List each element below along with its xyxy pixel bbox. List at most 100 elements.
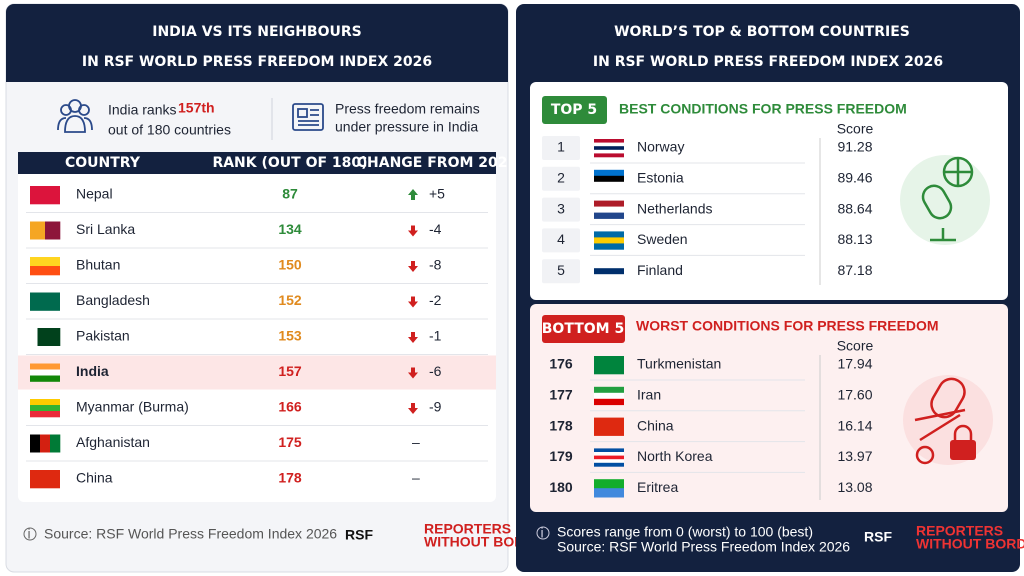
country: Myanmar (Burma) — [76, 399, 189, 415]
change: -9 — [429, 399, 442, 415]
country: Afghanistan — [76, 434, 150, 450]
country: Netherlands — [637, 200, 713, 216]
change: -4 — [429, 221, 442, 237]
score-label: Score — [837, 121, 874, 137]
flag-stripe — [30, 292, 60, 311]
country: China — [76, 470, 113, 486]
rank-box — [542, 228, 580, 253]
bottom-badge: BOTTOM 5 — [542, 321, 624, 337]
left-header — [6, 4, 508, 82]
footnote: Scores range from 0 (worst) to 100 (best… — [557, 524, 813, 540]
top-badge: TOP 5 — [551, 102, 597, 118]
logo-text: REPORTERS — [424, 521, 511, 537]
flag-stripe — [594, 146, 624, 151]
country: Sweden — [637, 231, 688, 247]
rank: 157 — [278, 363, 302, 379]
flag-stripe — [30, 405, 60, 412]
flag-stripe — [594, 268, 624, 275]
flag-stripe — [45, 221, 61, 240]
top-heading: BEST CONDITIONS FOR PRESS FREEDOM — [619, 101, 907, 117]
rank: 2 — [557, 170, 565, 186]
rank: 134 — [278, 221, 302, 237]
country: Finland — [637, 262, 683, 278]
flag-stripe — [594, 175, 624, 183]
down-arrow — [408, 367, 418, 379]
score: 89.46 — [837, 170, 872, 186]
country: Turkmenistan — [637, 356, 721, 372]
microphone-icon — [900, 155, 990, 245]
rank: 179 — [549, 448, 573, 464]
rank: 1 — [557, 139, 565, 155]
flag-stripe — [594, 200, 624, 207]
flag-stripe — [594, 142, 624, 147]
column-header: CHANGE FROM 2025 — [357, 155, 518, 171]
flag-stripe — [30, 434, 41, 453]
column-header: COUNTRY — [65, 155, 141, 171]
score: 87.18 — [837, 262, 872, 278]
india-rank: 157th — [178, 100, 215, 116]
flag-stripe — [594, 212, 624, 219]
flag-stripe — [594, 488, 624, 498]
rank: 87 — [282, 186, 298, 202]
chained-mic-icon — [903, 375, 993, 465]
flag-stripe — [594, 479, 624, 489]
score: 13.08 — [837, 479, 872, 495]
flag-stripe — [30, 369, 60, 376]
flag-stripe — [30, 186, 60, 205]
rank-box — [542, 197, 580, 222]
flag-stripe — [594, 153, 624, 158]
info-glyph: i — [28, 526, 31, 542]
bottom-card — [530, 304, 1008, 512]
note-line: Press freedom remains — [335, 101, 480, 117]
flag-stripe — [594, 169, 624, 177]
rank: 175 — [278, 434, 302, 450]
flag-stripe — [594, 398, 624, 406]
country: Bangladesh — [76, 292, 150, 308]
flag-stripe — [594, 206, 624, 213]
rank: 178 — [278, 470, 302, 486]
up-arrow — [408, 189, 418, 200]
flag-stripe — [594, 462, 624, 467]
table-header — [18, 152, 496, 174]
flag-stripe — [30, 221, 46, 240]
flag-stripe — [30, 266, 60, 276]
top-card — [530, 82, 1008, 300]
flag-stripe — [594, 386, 624, 394]
rank: 178 — [549, 417, 573, 433]
flag-stripe — [594, 417, 624, 436]
country: Iran — [637, 387, 661, 403]
flag-stripe — [594, 356, 624, 375]
change: -1 — [429, 328, 442, 344]
flag-stripe — [594, 149, 624, 154]
flag-stripe — [30, 399, 60, 406]
top-badge-bg — [542, 96, 607, 124]
rank: 153 — [278, 328, 302, 344]
score: 88.13 — [837, 231, 872, 247]
flag-stripe — [594, 392, 624, 400]
change: – — [412, 470, 420, 486]
column-header: RANK (OUT OF 180) — [212, 155, 367, 171]
down-arrow — [408, 296, 418, 308]
rank: 180 — [549, 479, 573, 495]
change: -8 — [429, 257, 442, 273]
flag-stripe — [594, 274, 624, 281]
flag-stripe — [594, 231, 624, 238]
flag-stripe — [30, 411, 60, 418]
down-arrow — [408, 261, 418, 272]
flag-stripe — [45, 328, 53, 346]
flag-stripe — [594, 181, 624, 189]
note-line: under pressure in India — [335, 119, 478, 135]
score: 16.14 — [837, 417, 872, 433]
flag-stripe — [594, 237, 624, 244]
flag-stripe — [30, 363, 60, 370]
score: 88.64 — [837, 200, 872, 216]
source: Source: RSF World Press Freedom Index 20… — [557, 539, 850, 555]
country: India — [76, 363, 109, 379]
score: 17.60 — [837, 387, 872, 403]
logo-mark: RSF — [864, 529, 892, 545]
rank-suffix: out of 180 countries — [108, 122, 231, 138]
country: Sri Lanka — [76, 221, 135, 237]
rank-box — [542, 166, 580, 191]
down-arrow — [408, 332, 418, 343]
